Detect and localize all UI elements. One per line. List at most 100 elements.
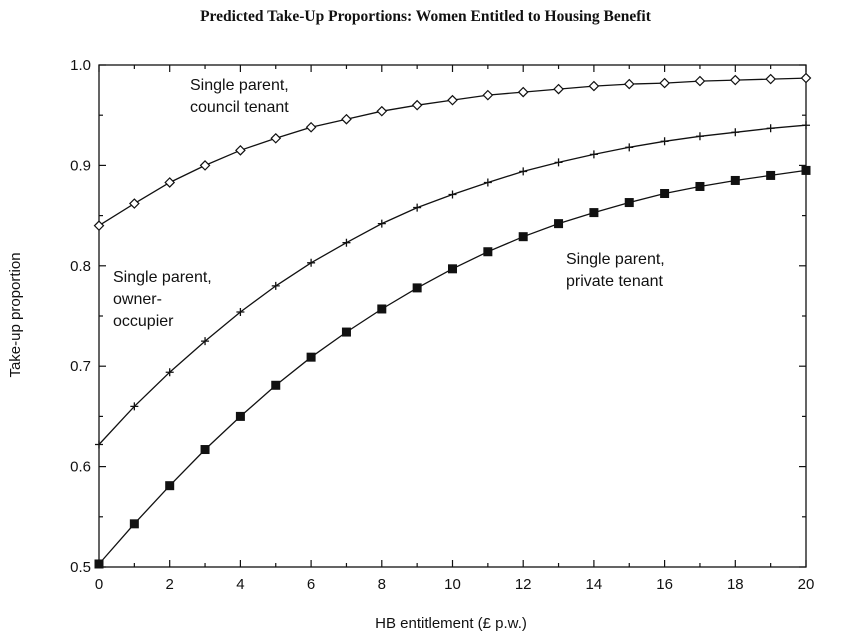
data-point-diamond [376, 105, 388, 117]
data-point-diamond [729, 74, 741, 86]
data-point-plus [731, 128, 740, 137]
x-tick-label: 6 [307, 576, 315, 593]
data-point-plus [201, 337, 210, 346]
data-point-plus [448, 190, 457, 199]
data-point-plus [802, 121, 810, 130]
chart-title: Predicted Take-Up Proportions: Women Ent… [200, 8, 651, 25]
series-group [93, 72, 812, 569]
series-plus [95, 121, 810, 449]
y-tick-label: 0.9 [70, 157, 91, 174]
data-point-diamond [341, 113, 352, 125]
series-annotation: Single parent, private tenant [566, 251, 665, 290]
x-axis-label: HB entitlement (£ p.w.) [375, 615, 527, 632]
data-point-square [271, 380, 281, 390]
data-point-square [518, 232, 528, 242]
data-point-plus [130, 402, 139, 411]
data-point-plus [766, 124, 775, 133]
x-tick-label: 14 [586, 576, 603, 593]
data-point-plus [589, 150, 598, 159]
data-point-square [766, 170, 776, 180]
y-axis-label: Take-up proportion [7, 252, 24, 377]
data-point-square [165, 481, 175, 491]
data-point-square [589, 208, 599, 218]
x-tick-label: 20 [798, 576, 815, 593]
annotation-line: private tenant [566, 273, 664, 290]
series-annotation: Single parent, owner-occupier [113, 269, 212, 330]
data-point-square [341, 327, 351, 337]
data-point-plus [307, 258, 316, 267]
y-tick-label: 1.0 [70, 57, 91, 74]
data-point-square [306, 352, 316, 362]
data-point-plus [413, 203, 422, 212]
data-point-square [377, 304, 387, 314]
data-point-plus [695, 132, 704, 141]
y-tick-label: 0.6 [70, 459, 91, 476]
x-tick-label: 12 [515, 576, 532, 593]
data-point-diamond [235, 144, 246, 156]
series-square [94, 165, 811, 569]
data-point-diamond [800, 72, 812, 84]
axes [98, 64, 807, 568]
data-point-square [235, 411, 245, 421]
x-tick-label: 18 [727, 576, 744, 593]
data-point-plus [554, 158, 563, 167]
data-point-diamond [659, 77, 670, 89]
y-tick-label: 0.8 [70, 258, 91, 275]
annotation-line: Single parent, [190, 77, 289, 94]
data-point-diamond [199, 160, 211, 171]
data-point-square [448, 264, 457, 274]
data-point-plus [483, 178, 492, 187]
data-point-square [554, 219, 564, 229]
data-point-diamond [164, 177, 176, 188]
data-point-plus [236, 307, 245, 316]
data-point-square [695, 181, 705, 191]
series-diamond [93, 72, 812, 231]
x-tick-label: 8 [378, 576, 386, 593]
data-point-plus [165, 368, 174, 377]
x-tick-label: 4 [236, 576, 244, 593]
data-point-plus [660, 137, 669, 146]
data-point-square [94, 559, 104, 569]
y-tick-label: 0.7 [70, 358, 91, 375]
annotation-line: owner- [113, 291, 162, 308]
data-point-square [624, 198, 634, 208]
y-tick-label: 0.5 [70, 559, 91, 576]
data-point-diamond [93, 220, 105, 231]
x-tick-label: 10 [444, 576, 461, 593]
data-point-square [483, 247, 493, 257]
data-point-diamond [270, 132, 282, 144]
data-point-diamond [517, 86, 529, 98]
data-point-plus [377, 219, 386, 228]
data-point-diamond [588, 80, 600, 92]
series-line [98, 169, 807, 565]
data-point-diamond [411, 99, 423, 111]
annotation-line: Single parent, [566, 251, 665, 268]
x-tick-label: 2 [166, 576, 174, 593]
data-point-square [730, 175, 740, 185]
data-point-diamond [305, 121, 317, 133]
annotation-line: Single parent, [113, 269, 212, 286]
data-point-diamond [694, 75, 706, 87]
data-point-plus [271, 281, 280, 290]
data-point-diamond [447, 94, 458, 106]
data-point-diamond [553, 83, 564, 95]
data-point-diamond [623, 78, 635, 90]
data-point-square [801, 165, 811, 175]
annotation-line: occupier [113, 313, 174, 330]
data-point-square [660, 189, 670, 199]
data-point-plus [625, 143, 634, 152]
x-tick-label: 0 [95, 576, 103, 593]
x-tick-label: 16 [656, 576, 673, 593]
annotation-line: council tenant [190, 99, 289, 116]
data-point-diamond [129, 198, 140, 209]
data-point-plus [342, 238, 351, 247]
data-point-square [412, 283, 422, 293]
data-point-square [200, 445, 210, 455]
data-point-diamond [765, 73, 776, 85]
ticks: 0 2 4 6 8 10 12 14 16 18 20 0.5 0.6 0.7 0.8 0.9 1.0 [70, 57, 814, 593]
data-point-square [129, 519, 139, 529]
series-annotation: Single parent, council tenant [190, 77, 289, 116]
data-point-plus [95, 440, 103, 449]
